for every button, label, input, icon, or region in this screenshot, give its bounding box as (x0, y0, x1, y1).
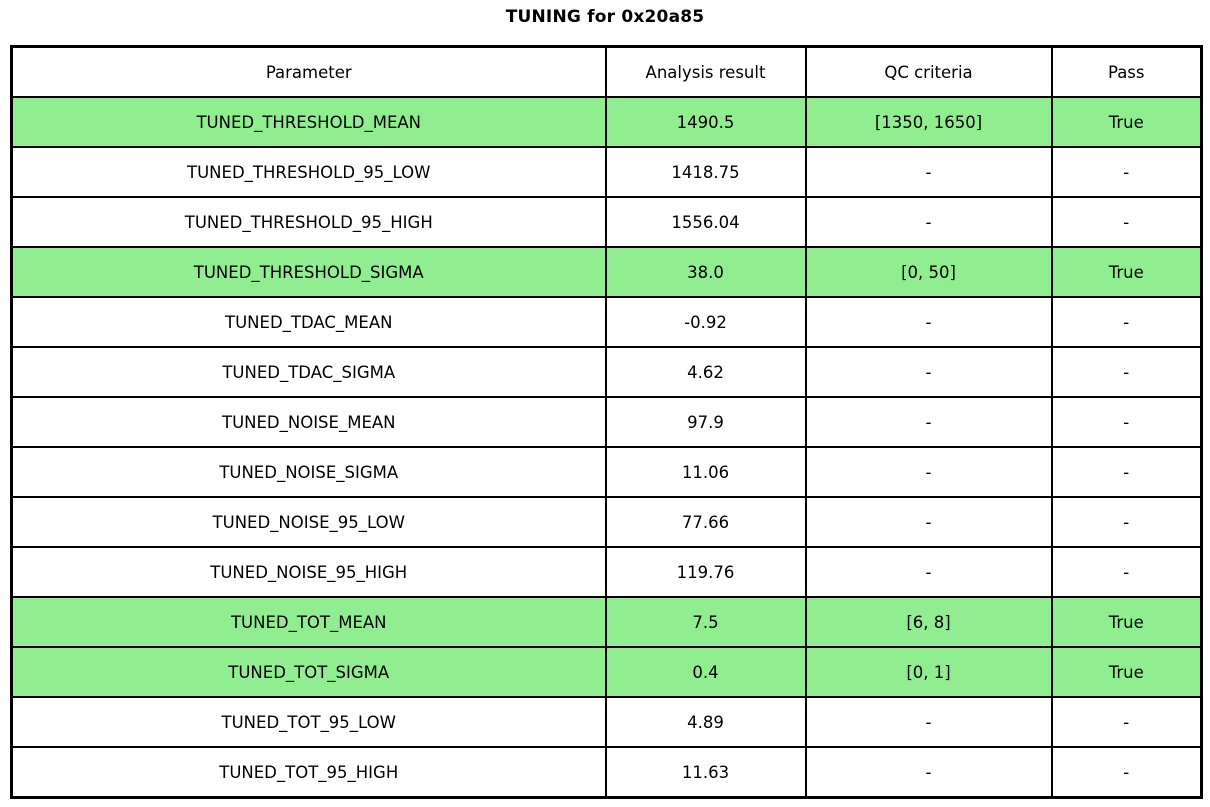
cell-parameter: TUNED_TOT_95_HIGH (10, 746, 607, 799)
cell-pass: - (1050, 746, 1203, 799)
cell-pass: True (1050, 646, 1203, 698)
cell-pass: - (1050, 196, 1203, 248)
cell-result: 38.0 (604, 246, 807, 298)
cell-qc: - (804, 396, 1053, 448)
cell-parameter: TUNED_NOISE_95_HIGH (10, 546, 607, 598)
table-row: TUNED_NOISE_95_LOW 77.66- - (10, 496, 1203, 548)
cell-pass: - (1050, 346, 1203, 398)
table-row: TUNED_TOT_95_HIGH 11.63- - (10, 746, 1203, 799)
cell-qc: - (804, 346, 1053, 398)
cell-pass: - (1050, 496, 1203, 548)
figure-title: TUNING for 0x20a85 (505, 7, 705, 27)
table-row: TUNED_TOT_SIGMA 0.4 [0, 1] True (10, 646, 1203, 698)
table-row: TUNED_THRESHOLD_MEAN 1490.5 [1350, 1650] Tr… (10, 96, 1203, 148)
table-row: TUNED_NOISE_SIGMA 11.06- - (10, 446, 1203, 498)
cell-result: 11.06 (604, 446, 807, 498)
cell-parameter: TUNED_NOISE_MEAN (10, 396, 607, 448)
table-row: TUNED_TOT_MEAN 7.5 [6, 8] True (10, 596, 1203, 648)
cell-qc: - (804, 446, 1053, 498)
cell-result: 4.89 (604, 696, 807, 748)
cell-qc: [6, 8] (804, 596, 1053, 648)
cell-result: 97.9 (604, 396, 807, 448)
cell-parameter: TUNED_THRESHOLD_95_LOW (10, 146, 607, 198)
qc-results-table: Parameter Analysis result QC criteria Pa… (10, 45, 1203, 799)
cell-result: 7.5 (604, 596, 807, 648)
column-header-qc-criteria: QC criteria (804, 45, 1053, 98)
cell-result: 4.62 (604, 346, 807, 398)
cell-result: 0.4 (604, 646, 807, 698)
cell-qc: - (804, 696, 1053, 748)
cell-pass: True (1050, 96, 1203, 148)
cell-parameter: TUNED_THRESHOLD_95_HIGH (10, 196, 607, 248)
table-row: TUNED_NOISE_95_HIGH 119.76- - (10, 546, 1203, 598)
cell-qc: - (804, 746, 1053, 799)
cell-pass: True (1050, 246, 1203, 298)
column-header-analysis-result: Analysis result (604, 45, 807, 98)
cell-qc: - (804, 196, 1053, 248)
table-row: TUNED_THRESHOLD_95_HIGH 1556.04- - (10, 196, 1203, 248)
cell-pass: - (1050, 446, 1203, 498)
cell-result: 77.66 (604, 496, 807, 548)
cell-qc: - (804, 146, 1053, 198)
cell-result: 1556.04 (604, 196, 807, 248)
cell-qc: - (804, 296, 1053, 348)
cell-parameter: TUNED_THRESHOLD_MEAN (10, 96, 607, 148)
cell-pass: - (1050, 546, 1203, 598)
cell-qc: [0, 50] (804, 246, 1053, 298)
qc-table-body: TUNED_THRESHOLD_MEAN 1490.5 [1350, 1650] Tr… (10, 96, 1203, 799)
cell-qc: - (804, 546, 1053, 598)
table-row: TUNED_TDAC_MEAN -0.92- - (10, 296, 1203, 348)
cell-pass: - (1050, 146, 1203, 198)
cell-pass: - (1050, 296, 1203, 348)
cell-parameter: TUNED_TOT_95_LOW (10, 696, 607, 748)
table-row: TUNED_TOT_95_LOW 4.89- - (10, 696, 1203, 748)
cell-parameter: TUNED_NOISE_95_LOW (10, 496, 607, 548)
table-row: TUNED_TDAC_SIGMA 4.62- - (10, 346, 1203, 398)
cell-result: 1418.75 (604, 146, 807, 198)
table-row: TUNED_THRESHOLD_95_LOW 1418.75- - (10, 146, 1203, 198)
cell-parameter: TUNED_TOT_MEAN (10, 596, 607, 648)
cell-qc: [0, 1] (804, 646, 1053, 698)
cell-pass: - (1050, 696, 1203, 748)
cell-parameter: TUNED_NOISE_SIGMA (10, 446, 607, 498)
cell-result: 119.76 (604, 546, 807, 598)
cell-qc: [1350, 1650] (804, 96, 1053, 148)
cell-pass: - (1050, 396, 1203, 448)
column-header-pass: Pass (1050, 45, 1203, 98)
cell-parameter: TUNED_THRESHOLD_SIGMA (10, 246, 607, 298)
cell-pass: True (1050, 596, 1203, 648)
cell-parameter: TUNED_TDAC_MEAN (10, 296, 607, 348)
cell-result: 1490.5 (604, 96, 807, 148)
cell-parameter: TUNED_TDAC_SIGMA (10, 346, 607, 398)
table-row: TUNED_THRESHOLD_SIGMA 38.0 [0, 50] True (10, 246, 1203, 298)
header-row: Parameter Analysis result QC criteria Pa… (10, 45, 1203, 98)
column-header-parameter: Parameter (10, 45, 607, 98)
cell-parameter: TUNED_TOT_SIGMA (10, 646, 607, 698)
cell-result: 11.63 (604, 746, 807, 799)
cell-result: -0.92 (604, 296, 807, 348)
cell-qc: - (804, 496, 1053, 548)
table-row: TUNED_NOISE_MEAN 97.9- - (10, 396, 1203, 448)
